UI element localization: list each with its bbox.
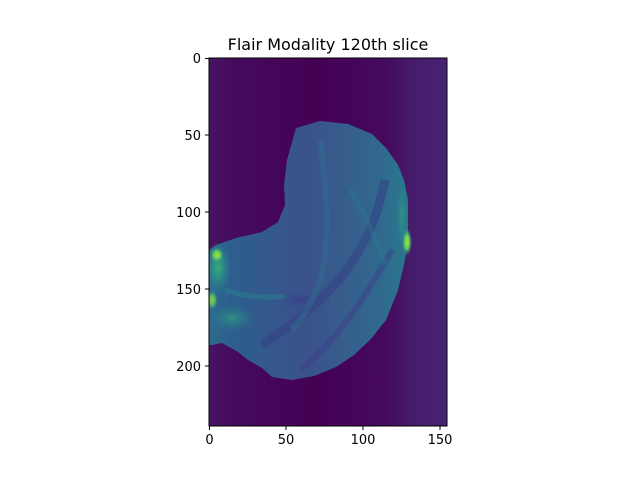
light-streak-3 (224, 287, 286, 300)
y-tick-label: 50 (184, 129, 201, 144)
x-tick-label: 0 (205, 433, 213, 448)
lower-left-glow (210, 304, 254, 332)
chart-title: Flair Modality 120th slice (228, 35, 429, 54)
dark-patch (270, 288, 330, 312)
axes-frame (208, 57, 448, 427)
y-tick-label: 100 (176, 206, 201, 221)
x-tick-label: 150 (428, 433, 453, 448)
x-tick-label: 100 (351, 433, 376, 448)
light-streak-2 (347, 188, 388, 266)
y-tick-label: 200 (176, 360, 201, 375)
dark-diagonal-structure (259, 179, 390, 349)
light-streak (289, 139, 330, 332)
x-tick-label: 50 (278, 433, 295, 448)
y-tick-label: 0 (193, 52, 201, 67)
mri-image (209, 58, 447, 426)
left-bright-spot-2 (209, 290, 218, 310)
y-axis: 0 50 100 150 200 (176, 52, 209, 375)
y-tick-label: 150 (176, 283, 201, 298)
dark-diagonal-structure-2 (298, 248, 395, 373)
x-axis: 0 50 100 150 (205, 426, 452, 448)
left-bright-spot (210, 247, 224, 263)
right-edge-glow (396, 181, 408, 249)
brain-region (209, 121, 408, 380)
